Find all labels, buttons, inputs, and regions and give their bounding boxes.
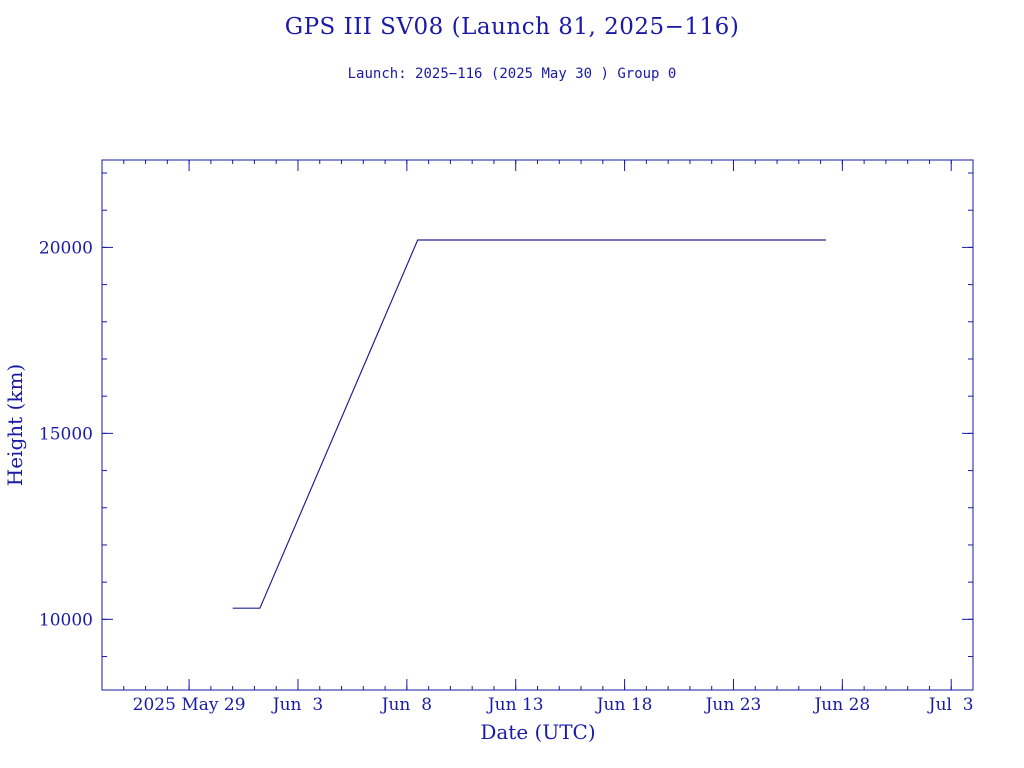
x-axis-label: Date (UTC) [480,720,595,744]
chart-title: GPS III SV08 (Launch 81, 2025−116) [284,14,740,40]
x-tick-label: Jul 3 [927,695,974,715]
x-tick-label: Jun 13 [486,695,544,715]
x-tick-labels: 2025 May 29 Jun 3 Jun 8 Jun 13 Jun 18 Jun 23 J… [133,695,974,715]
y-tick-label: 20000 [39,238,93,258]
axis-ticks [102,160,973,690]
y-tick-label: 10000 [39,610,93,630]
x-tick-label: 2025 May 29 [133,695,246,715]
x-tick-label: Jun 23 [704,695,762,715]
height-series-line [232,239,826,609]
x-tick-label: Jun 18 [595,695,653,715]
y-axis-label: Height (km) [3,364,27,486]
y-tick-labels: 10000 15000 20000 [39,238,93,630]
x-tick-label: Jun 8 [380,695,432,715]
series-group [232,239,826,609]
x-tick-label: Jun 3 [271,695,323,715]
x-tick-label: Jun 28 [812,695,870,715]
chart-subtitle: Launch: 2025−116 (2025 May 30 ) Group 0 [347,66,677,82]
y-tick-label: 15000 [39,424,93,444]
